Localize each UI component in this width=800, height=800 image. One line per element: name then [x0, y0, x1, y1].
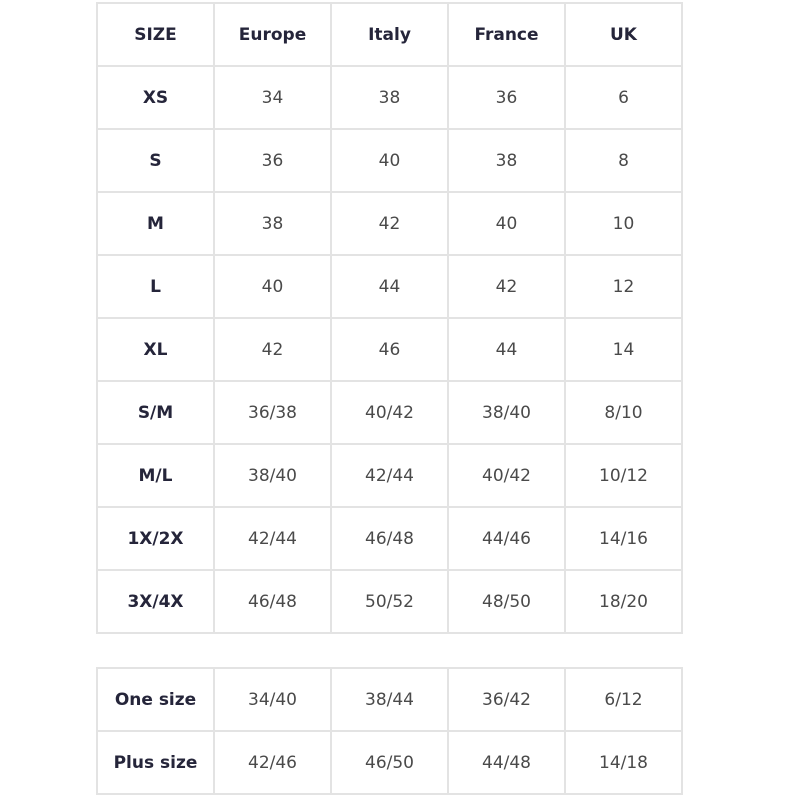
size-value-cell: 44/46 — [447, 506, 566, 571]
table-row: M/L 38/40 42/44 40/42 10/12 — [96, 443, 683, 508]
table-row: 1X/2X 42/44 46/48 44/46 14/16 — [96, 506, 683, 571]
size-value-cell: 10/12 — [564, 443, 683, 508]
size-value-cell: 12 — [564, 254, 683, 319]
size-label-cell: XS — [96, 65, 215, 130]
size-value-cell: 40 — [213, 254, 332, 319]
special-size-table: One size 34/40 38/44 36/42 6/12 Plus size 42/4… — [96, 667, 683, 795]
size-value-cell: 14/18 — [564, 730, 683, 795]
table-row: One size 34/40 38/44 36/42 6/12 — [96, 667, 683, 732]
size-value-cell: 36/42 — [447, 667, 566, 732]
size-value-cell: 42/44 — [213, 506, 332, 571]
size-value-cell: 10 — [564, 191, 683, 256]
size-chart-table: SIZE Europe Italy France UK XS 34 38 36 6 S 36 40 38 8… — [96, 2, 683, 634]
table-row: S/M 36/38 40/42 38/40 8/10 — [96, 380, 683, 445]
size-value-cell: 36 — [447, 65, 566, 130]
table-row: 3X/4X 46/48 50/52 48/50 18/20 — [96, 569, 683, 634]
size-value-cell: 14 — [564, 317, 683, 382]
size-value-cell: 38/44 — [330, 667, 449, 732]
size-value-cell: 44/48 — [447, 730, 566, 795]
size-value-cell: 18/20 — [564, 569, 683, 634]
size-value-cell: 48/50 — [447, 569, 566, 634]
size-label-cell: L — [96, 254, 215, 319]
column-header: France — [447, 2, 566, 67]
column-header: SIZE — [96, 2, 215, 67]
table-row: XL 42 46 44 14 — [96, 317, 683, 382]
table-row: S 36 40 38 8 — [96, 128, 683, 193]
size-label-cell: 1X/2X — [96, 506, 215, 571]
size-value-cell: 50/52 — [330, 569, 449, 634]
column-header: UK — [564, 2, 683, 67]
size-value-cell: 46/48 — [213, 569, 332, 634]
size-value-cell: 42 — [447, 254, 566, 319]
table-row: L 40 44 42 12 — [96, 254, 683, 319]
header-row: SIZE Europe Italy France UK — [96, 2, 683, 67]
size-value-cell: 40/42 — [330, 380, 449, 445]
size-value-cell: 34 — [213, 65, 332, 130]
size-value-cell: 8/10 — [564, 380, 683, 445]
table-row: XS 34 38 36 6 — [96, 65, 683, 130]
size-value-cell: 40/42 — [447, 443, 566, 508]
size-value-cell: 44 — [330, 254, 449, 319]
size-label-cell: One size — [96, 667, 215, 732]
size-label-cell: M/L — [96, 443, 215, 508]
column-header: Europe — [213, 2, 332, 67]
size-value-cell: 46 — [330, 317, 449, 382]
size-value-cell: 42 — [330, 191, 449, 256]
size-value-cell: 38/40 — [213, 443, 332, 508]
column-header: Italy — [330, 2, 449, 67]
size-value-cell: 38/40 — [447, 380, 566, 445]
size-label-cell: S — [96, 128, 215, 193]
size-label-cell: XL — [96, 317, 215, 382]
size-value-cell: 46/48 — [330, 506, 449, 571]
size-value-cell: 6/12 — [564, 667, 683, 732]
size-label-cell: 3X/4X — [96, 569, 215, 634]
size-value-cell: 38 — [447, 128, 566, 193]
size-value-cell: 42/44 — [330, 443, 449, 508]
size-value-cell: 46/50 — [330, 730, 449, 795]
size-value-cell: 38 — [213, 191, 332, 256]
size-value-cell: 44 — [447, 317, 566, 382]
size-value-cell: 42 — [213, 317, 332, 382]
size-value-cell: 40 — [447, 191, 566, 256]
size-value-cell: 36 — [213, 128, 332, 193]
table-row: M 38 42 40 10 — [96, 191, 683, 256]
table-row: Plus size 42/46 46/50 44/48 14/18 — [96, 730, 683, 795]
size-value-cell: 40 — [330, 128, 449, 193]
size-value-cell: 38 — [330, 65, 449, 130]
size-label-cell: M — [96, 191, 215, 256]
size-label-cell: S/M — [96, 380, 215, 445]
size-value-cell: 42/46 — [213, 730, 332, 795]
size-value-cell: 36/38 — [213, 380, 332, 445]
size-label-cell: Plus size — [96, 730, 215, 795]
size-value-cell: 8 — [564, 128, 683, 193]
size-value-cell: 6 — [564, 65, 683, 130]
size-value-cell: 14/16 — [564, 506, 683, 571]
size-value-cell: 34/40 — [213, 667, 332, 732]
